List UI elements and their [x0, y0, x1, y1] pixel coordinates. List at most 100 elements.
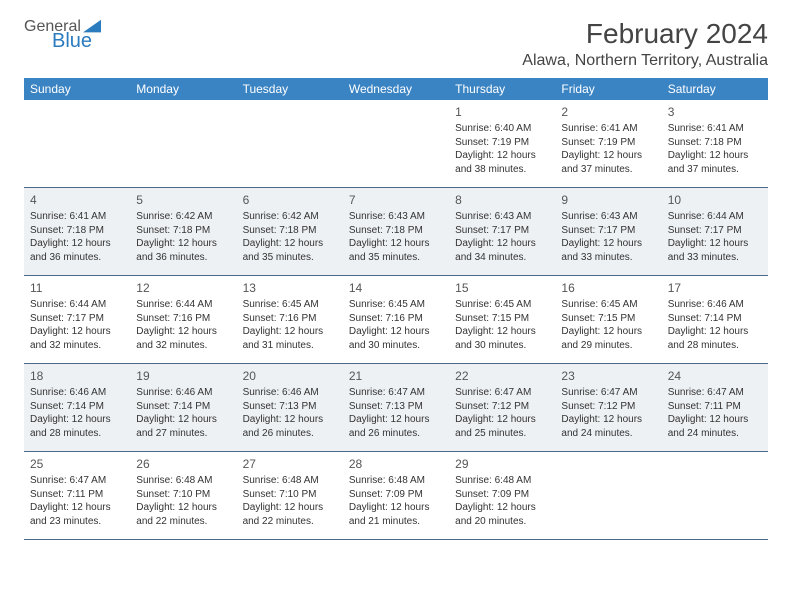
- daylight-line: Daylight: 12 hours and 25 minutes.: [455, 413, 549, 440]
- daylight-line: Daylight: 12 hours and 34 minutes.: [455, 237, 549, 264]
- daylight-line: Daylight: 12 hours and 30 minutes.: [349, 325, 443, 352]
- sunrise-line: Sunrise: 6:47 AM: [455, 386, 549, 400]
- daylight-line: Daylight: 12 hours and 26 minutes.: [243, 413, 337, 440]
- daylight-line: Daylight: 12 hours and 26 minutes.: [349, 413, 443, 440]
- sunset-line: Sunset: 7:18 PM: [668, 136, 762, 150]
- day-number: 9: [561, 192, 655, 208]
- calendar-cell: 26Sunrise: 6:48 AMSunset: 7:10 PMDayligh…: [130, 452, 236, 540]
- day-number: 2: [561, 104, 655, 120]
- day-number: 11: [30, 280, 124, 296]
- calendar-cell: 19 Sunrise: 6:46 AMSunset: 7:14 PMDayligh…: [130, 364, 236, 452]
- day-number: 5: [136, 192, 230, 208]
- sunrise-line: Sunrise: 6:46 AM: [136, 386, 230, 400]
- daylight-line: Daylight: 12 hours and 33 minutes.: [668, 237, 762, 264]
- sunrise-line: Sunrise: 6:43 AM: [349, 210, 443, 224]
- daylight-line: Daylight: 12 hours and 35 minutes.: [243, 237, 337, 264]
- daylight-line: Daylight: 12 hours and 28 minutes.: [668, 325, 762, 352]
- sunset-line: Sunset: 7:15 PM: [561, 312, 655, 326]
- day-header: Friday: [555, 78, 661, 100]
- calendar-cell: 4Sunrise: 6:41 AMSunset: 7:18 PMDaylight…: [24, 188, 130, 276]
- sunrise-line: Sunrise: 6:48 AM: [349, 474, 443, 488]
- calendar-cell: 24Sunrise: 6:47 AMSunset: 7:11 PMDayligh…: [662, 364, 768, 452]
- day-header: Thursday: [449, 78, 555, 100]
- daylight-line: Daylight: 12 hours and 36 minutes.: [136, 237, 230, 264]
- sunset-line: Sunset: 7:14 PM: [668, 312, 762, 326]
- day-number: 8: [455, 192, 549, 208]
- calendar-cell: 22Sunrise: 6:47 AMSunset: 7:12 PMDayligh…: [449, 364, 555, 452]
- sunrise-line: Sunrise: 6:41 AM: [561, 122, 655, 136]
- calendar-cell: 11Sunrise: 6:44 AMSunset: 7:17 PMDayligh…: [24, 276, 130, 364]
- calendar-cell: 1Sunrise: 6:40 AMSunset: 7:19 PMDaylight…: [449, 100, 555, 188]
- calendar-cell-empty: [237, 100, 343, 188]
- day-number: 20: [243, 368, 337, 384]
- sunset-line: Sunset: 7:16 PM: [136, 312, 230, 326]
- calendar-cell: 15Sunrise: 6:45 AMSunset: 7:15 PMDayligh…: [449, 276, 555, 364]
- daylight-line: Daylight: 12 hours and 31 minutes.: [243, 325, 337, 352]
- calendar-cell: 10Sunrise: 6:44 AMSunset: 7:17 PMDayligh…: [662, 188, 768, 276]
- day-number: 13: [243, 280, 337, 296]
- day-header: Wednesday: [343, 78, 449, 100]
- sunrise-line: Sunrise: 6:46 AM: [243, 386, 337, 400]
- sunset-line: Sunset: 7:18 PM: [30, 224, 124, 238]
- daylight-line: Daylight: 12 hours and 38 minutes.: [455, 149, 549, 176]
- sunrise-line: Sunrise: 6:42 AM: [136, 210, 230, 224]
- calendar-cell: 7 Sunrise: 6:43 AMSunset: 7:18 PMDaylight…: [343, 188, 449, 276]
- sunrise-line: Sunrise: 6:43 AM: [455, 210, 549, 224]
- day-number: 14: [349, 280, 443, 296]
- day-number: 4: [30, 192, 124, 208]
- daylight-line: Daylight: 12 hours and 37 minutes.: [561, 149, 655, 176]
- calendar-cell: 29Sunrise: 6:48 AMSunset: 7:09 PMDayligh…: [449, 452, 555, 540]
- calendar-cell-empty: [343, 100, 449, 188]
- sunset-line: Sunset: 7:14 PM: [30, 400, 124, 414]
- calendar-cell: 3Sunrise: 6:41 AMSunset: 7:18 PMDaylight…: [662, 100, 768, 188]
- sunset-line: Sunset: 7:16 PM: [349, 312, 443, 326]
- sunset-line: Sunset: 7:11 PM: [30, 488, 124, 502]
- day-header: Tuesday: [237, 78, 343, 100]
- calendar-cell: 6Sunrise: 6:42 AMSunset: 7:18 PMDaylight…: [237, 188, 343, 276]
- calendar-cell: 8 Sunrise: 6:43 AMSunset: 7:17 PMDaylight…: [449, 188, 555, 276]
- daylight-line: Daylight: 12 hours and 20 minutes.: [455, 501, 549, 528]
- sunrise-line: Sunrise: 6:45 AM: [349, 298, 443, 312]
- day-number: 7: [349, 192, 443, 208]
- calendar-cell: 5Sunrise: 6:42 AMSunset: 7:18 PMDaylight…: [130, 188, 236, 276]
- calendar-cell: 21Sunrise: 6:47 AMSunset: 7:13 PMDayligh…: [343, 364, 449, 452]
- sunset-line: Sunset: 7:12 PM: [455, 400, 549, 414]
- day-number: 24: [668, 368, 762, 384]
- sunset-line: Sunset: 7:09 PM: [455, 488, 549, 502]
- day-number: 12: [136, 280, 230, 296]
- sunrise-line: Sunrise: 6:42 AM: [243, 210, 337, 224]
- day-number: 16: [561, 280, 655, 296]
- sunset-line: Sunset: 7:13 PM: [349, 400, 443, 414]
- sunrise-line: Sunrise: 6:44 AM: [668, 210, 762, 224]
- sunset-line: Sunset: 7:17 PM: [561, 224, 655, 238]
- calendar-cell: 18Sunrise: 6:46 AMSunset: 7:14 PMDayligh…: [24, 364, 130, 452]
- day-number: 25: [30, 456, 124, 472]
- sunset-line: Sunset: 7:12 PM: [561, 400, 655, 414]
- daylight-line: Daylight: 12 hours and 35 minutes.: [349, 237, 443, 264]
- sunrise-line: Sunrise: 6:46 AM: [668, 298, 762, 312]
- sunrise-line: Sunrise: 6:47 AM: [561, 386, 655, 400]
- daylight-line: Daylight: 12 hours and 32 minutes.: [30, 325, 124, 352]
- title-block: February 2024 Alawa, Northern Territory,…: [522, 18, 768, 70]
- day-header: Saturday: [662, 78, 768, 100]
- calendar-cell: 17Sunrise: 6:46 AMSunset: 7:14 PMDayligh…: [662, 276, 768, 364]
- day-number: 19: [136, 368, 230, 384]
- calendar-cell: 20Sunrise: 6:46 AMSunset: 7:13 PMDayligh…: [237, 364, 343, 452]
- day-number: 27: [243, 456, 337, 472]
- sunset-line: Sunset: 7:14 PM: [136, 400, 230, 414]
- daylight-line: Daylight: 12 hours and 27 minutes.: [136, 413, 230, 440]
- sunset-line: Sunset: 7:18 PM: [349, 224, 443, 238]
- sunrise-line: Sunrise: 6:41 AM: [668, 122, 762, 136]
- calendar-cell: 12Sunrise: 6:44 AMSunset: 7:16 PMDayligh…: [130, 276, 236, 364]
- sunrise-line: Sunrise: 6:40 AM: [455, 122, 549, 136]
- sunset-line: Sunset: 7:10 PM: [243, 488, 337, 502]
- calendar-cell: 28Sunrise: 6:48 AMSunset: 7:09 PMDayligh…: [343, 452, 449, 540]
- calendar-grid: SundayMondayTuesdayWednesdayThursdayFrid…: [24, 78, 768, 540]
- daylight-line: Daylight: 12 hours and 23 minutes.: [30, 501, 124, 528]
- daylight-line: Daylight: 12 hours and 30 minutes.: [455, 325, 549, 352]
- sunset-line: Sunset: 7:16 PM: [243, 312, 337, 326]
- sunset-line: Sunset: 7:17 PM: [455, 224, 549, 238]
- day-number: 15: [455, 280, 549, 296]
- calendar-cell: 14 Sunrise: 6:45 AMSunset: 7:16 PMDayligh…: [343, 276, 449, 364]
- day-number: 26: [136, 456, 230, 472]
